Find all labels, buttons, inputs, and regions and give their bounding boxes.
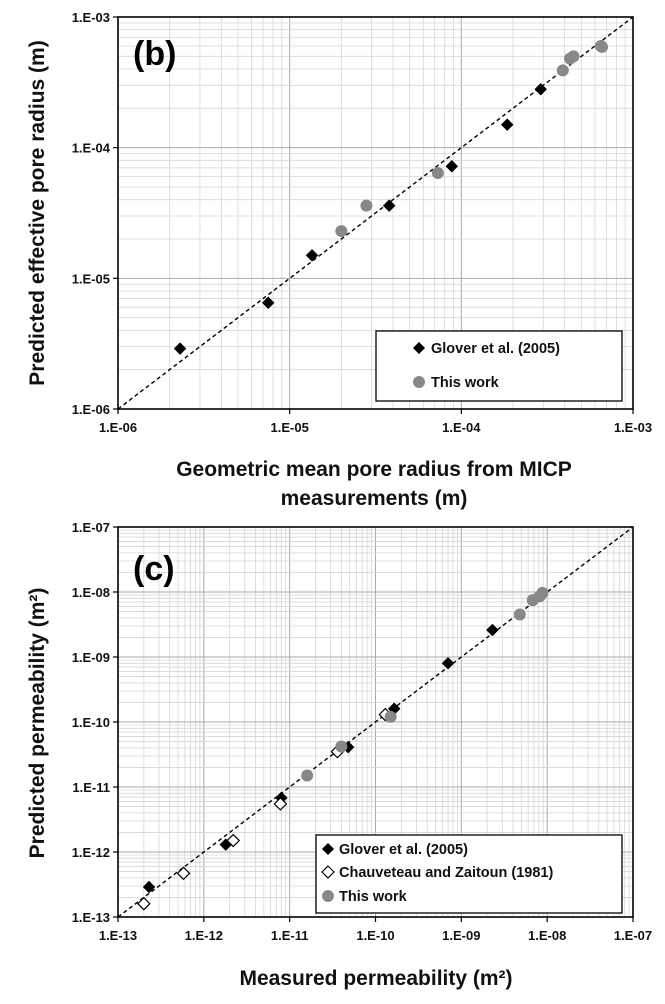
data-point-circle [335,740,348,753]
data-point-filled-diamond [486,623,499,637]
x-tick-label: 1.E-10 [356,928,394,943]
x-tick-label: 1.E-04 [442,420,481,435]
data-point-circle [335,225,348,238]
chart-c-legend-label-thiswork: This work [339,889,408,905]
chart-c: 1.E-13 1.E-12 1.E-11 1.E-10 1.E-09 1.E-08 1.E-… [26,520,652,990]
y-tick-label: 1.E-05 [72,271,110,286]
data-point-open-diamond [273,797,288,811]
y-tick-label: 1.E-06 [72,402,110,417]
data-point-filled-diamond [305,248,319,262]
chart-c-legend-marker-chauveteau [321,865,335,879]
chart-b-legend-box [375,330,623,402]
x-tick-label: 1.E-05 [271,420,309,435]
chart-b-xlabel-line-2: measurements (m) [281,487,468,510]
chart-c-points [136,586,549,911]
chart-c-legend-marker-glover [322,843,334,855]
chart-b: 1.E-06 1.E-05 1.E-04 1.E-03 1.E-06 1.E-05 1.E-… [26,10,652,510]
x-tick-label: 1.E-03 [614,420,652,435]
data-point-filled-diamond [382,199,396,212]
chart-b-reference-line [117,16,634,410]
data-point-open-diamond [136,896,151,911]
chart-c-legend-box [315,834,623,914]
chart-c-tick-labels: 1.E-13 1.E-12 1.E-11 1.E-10 1.E-09 1.E-08 1.E-… [72,520,652,943]
y-tick-label: 1.E-08 [72,585,110,600]
chart-c-legend: Glover et al. (2005) Chauveteau and Zait… [315,834,623,914]
data-point-filled-diamond [441,656,455,670]
y-tick-label: 1.E-07 [72,520,110,535]
x-tick-label: 1.E-06 [99,420,137,435]
y-tick-label: 1.E-09 [72,650,110,665]
y-tick-label: 1.E-11 [72,780,110,795]
data-point-circle [301,769,314,782]
chart-c-ylabel: Predicted permeability (m²) [26,588,49,859]
data-point-circle [431,166,444,179]
chart-c-legend-label-chauveteau: Chauveteau and Zaitoun (1981) [339,865,553,881]
y-tick-label: 1.E-13 [72,910,110,925]
chart-b-tick-labels: 1.E-06 1.E-05 1.E-04 1.E-03 1.E-06 1.E-05 1.E-… [72,10,652,435]
x-tick-label: 1.E-08 [528,928,566,943]
y-tick-label: 1.E-04 [72,141,111,156]
data-point-circle [556,64,569,77]
y-tick-label: 1.E-10 [72,715,110,730]
chart-c-reference-line [117,526,634,918]
x-tick-label: 1.E-12 [185,928,223,943]
chart-b-legend: Glover et al. (2005) This work [375,330,623,402]
chart-c-legend-label-glover: Glover et al. (2005) [339,842,468,858]
data-point-circle [567,50,580,63]
x-tick-label: 1.E-11 [271,928,309,943]
data-point-circle [360,199,373,212]
data-point-filled-diamond [142,880,156,894]
data-point-filled-diamond [534,82,548,96]
data-point-open-diamond [176,866,191,881]
chart-b-legend-marker-glover [413,342,425,354]
data-point-open-diamond [226,833,241,848]
y-tick-label: 1.E-12 [72,845,110,860]
chart-c-panel-label: (c) [133,550,175,588]
chart-b-ylabel: Predicted effective pore radius (m) [26,40,49,385]
x-tick-label: 1.E-07 [614,928,652,943]
data-point-filled-diamond [173,342,187,355]
data-point-filled-diamond [500,118,514,132]
chart-b-xlabel-line-1: Geometric mean pore radius from MICP [176,458,572,481]
data-point-circle [513,608,526,621]
chart-b-legend-marker-thiswork [413,376,425,388]
y-tick-label: 1.E-03 [72,10,110,25]
chart-b-legend-label-thiswork: This work [431,375,500,391]
data-point-filled-diamond [445,159,459,173]
data-point-circle [384,710,397,723]
chart-c-xlabel: Measured permeability (m²) [239,967,512,990]
chart-c-legend-marker-thiswork [322,890,334,902]
x-tick-label: 1.E-09 [442,928,480,943]
chart-b-panel-label: (b) [133,35,176,73]
data-point-circle [536,586,549,599]
data-point-circle [596,40,609,53]
chart-b-points [173,39,609,355]
chart-b-plot-frame [117,16,634,410]
data-point-filled-diamond [261,296,275,310]
chart-b-legend-label-glover: Glover et al. (2005) [431,341,560,357]
x-tick-label: 1.E-13 [99,928,137,943]
